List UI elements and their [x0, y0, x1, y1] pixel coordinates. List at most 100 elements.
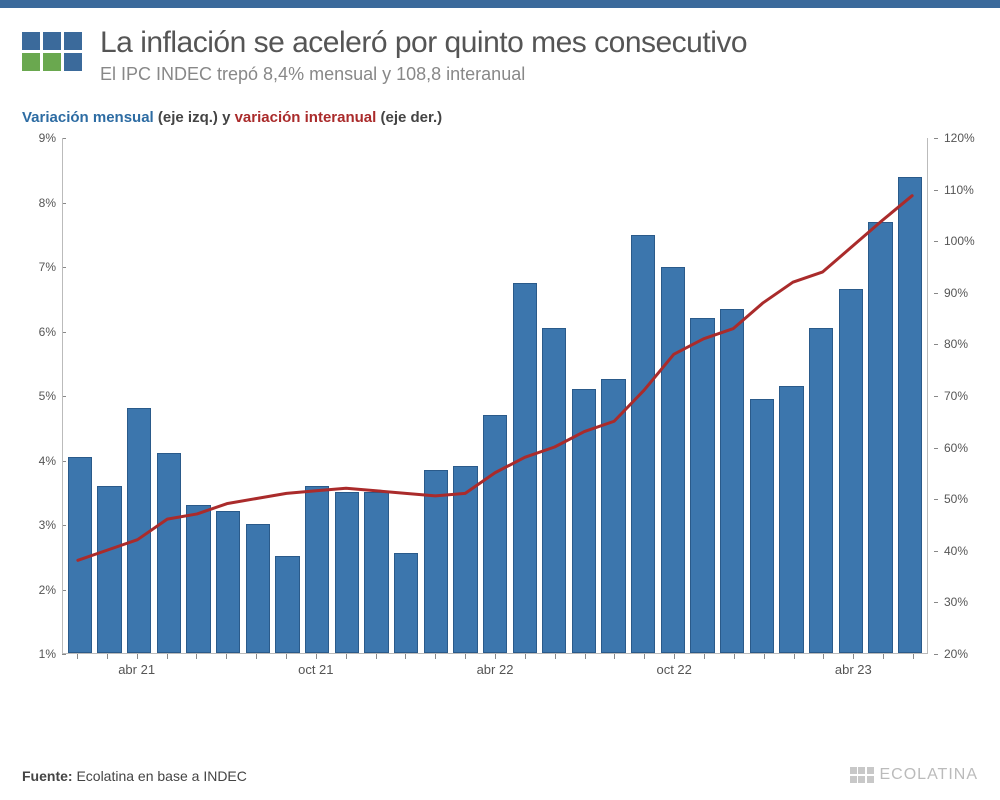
x-axis: abr 21oct 21abr 22oct 22abr 23	[62, 654, 928, 694]
bar-slot	[391, 138, 421, 653]
bar-slot	[540, 138, 570, 653]
y-left-tick: 6%	[22, 325, 62, 339]
footer-brand-text: ECOLATINA	[880, 766, 979, 784]
y-right-tick: 50%	[938, 492, 978, 506]
x-tick	[376, 654, 377, 659]
x-tick	[256, 654, 257, 659]
chart-title: La inflación se aceleró por quinto mes c…	[100, 26, 747, 60]
bar	[809, 328, 833, 653]
x-axis-label: oct 21	[298, 662, 333, 677]
bar	[335, 492, 359, 653]
bar-slot	[154, 138, 184, 653]
bar	[97, 486, 121, 653]
chart-subtitle: El IPC INDEC trepó 8,4% mensual y 108,8 …	[100, 64, 747, 85]
x-tick	[555, 654, 556, 659]
bar-slot	[273, 138, 303, 653]
bar-slot	[569, 138, 599, 653]
y-right-tick: 70%	[938, 389, 978, 403]
plot-area	[62, 138, 928, 654]
bar	[690, 318, 714, 653]
bar-slot	[836, 138, 866, 653]
bar-series	[63, 138, 927, 653]
x-tick	[674, 654, 675, 659]
y-right-tick: 110%	[938, 183, 978, 197]
y-right-tick: 90%	[938, 286, 978, 300]
bar	[364, 492, 388, 653]
bar-slot	[302, 138, 332, 653]
x-tick	[316, 654, 317, 659]
y-left-tick: 9%	[22, 131, 62, 145]
source-text: Fuente: Ecolatina en base a INDEC	[22, 768, 247, 784]
bar	[246, 524, 270, 653]
x-tick	[495, 654, 496, 659]
x-tick	[107, 654, 108, 659]
footer-logo-icon	[850, 767, 874, 783]
footer: Fuente: Ecolatina en base a INDEC ECOLAT…	[22, 766, 978, 784]
bar-slot	[421, 138, 451, 653]
bar	[513, 283, 537, 653]
x-tick	[853, 654, 854, 659]
x-tick	[644, 654, 645, 659]
x-tick	[167, 654, 168, 659]
bar	[305, 486, 329, 653]
x-tick	[226, 654, 227, 659]
chart-area: 1%2%3%4%5%6%7%8%9% 20%30%40%50%60%70%80%…	[22, 134, 978, 694]
x-tick	[435, 654, 436, 659]
bar	[275, 556, 299, 653]
x-tick	[137, 654, 138, 659]
bar-slot	[451, 138, 481, 653]
bar-slot	[628, 138, 658, 653]
bar-slot	[599, 138, 629, 653]
x-tick	[794, 654, 795, 659]
x-tick	[764, 654, 765, 659]
y-axis-left: 1%2%3%4%5%6%7%8%9%	[22, 138, 62, 654]
x-tick	[77, 654, 78, 659]
bar-slot	[658, 138, 688, 653]
y-left-tick: 7%	[22, 260, 62, 274]
x-tick	[346, 654, 347, 659]
x-axis-label: abr 22	[477, 662, 514, 677]
bar-slot	[777, 138, 807, 653]
x-tick	[525, 654, 526, 659]
bar	[186, 505, 210, 653]
bar-slot	[747, 138, 777, 653]
bar-slot	[895, 138, 925, 653]
y-left-tick: 8%	[22, 196, 62, 210]
y-left-tick: 4%	[22, 454, 62, 468]
x-axis-label: abr 21	[118, 662, 155, 677]
bar	[720, 309, 744, 653]
x-tick	[286, 654, 287, 659]
x-tick	[465, 654, 466, 659]
bar	[779, 386, 803, 653]
x-tick	[585, 654, 586, 659]
y-left-tick: 5%	[22, 389, 62, 403]
y-right-tick: 80%	[938, 337, 978, 351]
bar	[127, 408, 151, 653]
bar	[572, 389, 596, 653]
brand-logo-icon	[22, 32, 82, 71]
y-right-tick: 120%	[938, 131, 978, 145]
bar	[601, 379, 625, 653]
legend-series-2: variación interanual	[235, 109, 377, 126]
bar	[631, 235, 655, 653]
x-tick	[614, 654, 615, 659]
y-right-tick: 100%	[938, 234, 978, 248]
bar	[483, 415, 507, 653]
bar-slot	[243, 138, 273, 653]
y-right-tick: 20%	[938, 647, 978, 661]
bar-slot	[362, 138, 392, 653]
x-tick	[734, 654, 735, 659]
bar-slot	[866, 138, 896, 653]
bar-slot	[65, 138, 95, 653]
bar-slot	[124, 138, 154, 653]
x-tick	[913, 654, 914, 659]
x-tick	[196, 654, 197, 659]
y-left-tick: 2%	[22, 583, 62, 597]
bar-slot	[510, 138, 540, 653]
header: La inflación se aceleró por quinto mes c…	[0, 8, 1000, 91]
bar-slot	[688, 138, 718, 653]
bar	[424, 470, 448, 653]
y-right-tick: 60%	[938, 441, 978, 455]
bar	[542, 328, 566, 653]
bar	[868, 222, 892, 653]
